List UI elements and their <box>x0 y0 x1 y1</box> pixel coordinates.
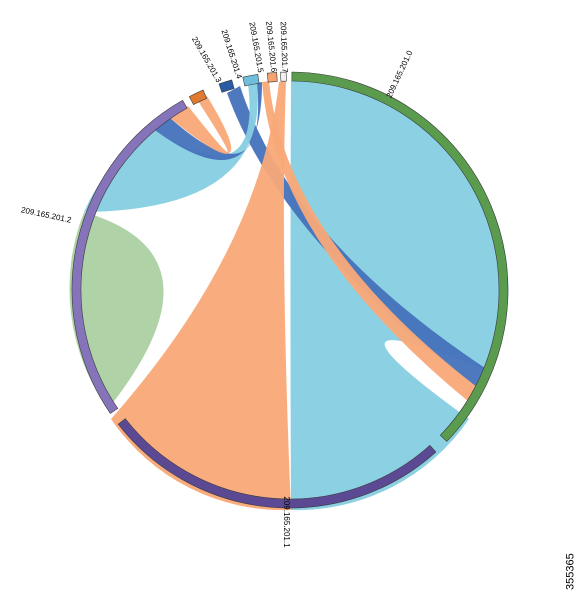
segment-arc-s5 <box>242 74 260 87</box>
segment-label-s4: 209.165.201.4 <box>219 28 244 80</box>
segment-arcs <box>71 71 509 509</box>
ribbon-201-1-to-201-2 <box>111 81 291 511</box>
segment-arc-s6 <box>266 72 278 83</box>
figure-id: 355365 <box>565 553 577 590</box>
segment-arc-s0 <box>291 71 509 442</box>
segment-label-s6: 209.165.201.6 <box>264 21 278 73</box>
segment-arc-s1 <box>117 418 437 509</box>
segment-arc-s2 <box>71 99 188 414</box>
segment-arc-s3 <box>188 89 208 106</box>
segment-arc-s7 <box>280 71 287 82</box>
segment-arc-s4 <box>218 79 235 93</box>
ribbon-201-0-to-201-4 <box>227 86 491 391</box>
ribbon-201-2-blue <box>152 82 262 161</box>
ribbon-201-2-to-201-3 <box>169 96 232 154</box>
segment-label-s1: 209.165.201.1 <box>282 496 291 548</box>
ribbons <box>69 80 509 511</box>
segment-label-s2: 209.165.201.2 <box>20 205 72 225</box>
segment-label-s5: 209.165.201.5 <box>247 21 265 73</box>
segment-label-s7: 209.165.201.7 <box>279 21 290 73</box>
segment-label-s3: 209.165.201.3 <box>190 35 224 84</box>
segment-label-s0: 209.165.201.0 <box>385 49 415 100</box>
ribbon-201-0-to-201-1 <box>290 80 509 511</box>
ribbon-201-2-to-201-5 <box>84 83 258 212</box>
